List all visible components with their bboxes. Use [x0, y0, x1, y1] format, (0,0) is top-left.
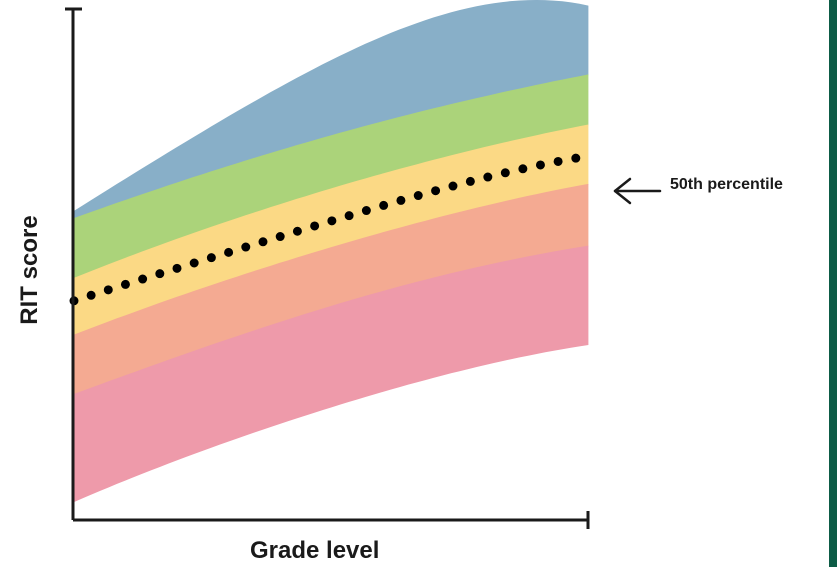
annotation-50th-percentile: 50th percentile: [670, 176, 783, 193]
x-axis-label: Grade level: [250, 537, 380, 564]
annotation-arrow: [613, 177, 662, 205]
axes: [65, 7, 590, 529]
edge-bar: [829, 0, 837, 567]
percentile-bands: [73, 0, 589, 503]
y-axis-label: RIT score: [16, 215, 43, 325]
median-line: [69, 151, 593, 306]
median-dotted-line: [69, 151, 593, 306]
band-5: [73, 245, 589, 503]
